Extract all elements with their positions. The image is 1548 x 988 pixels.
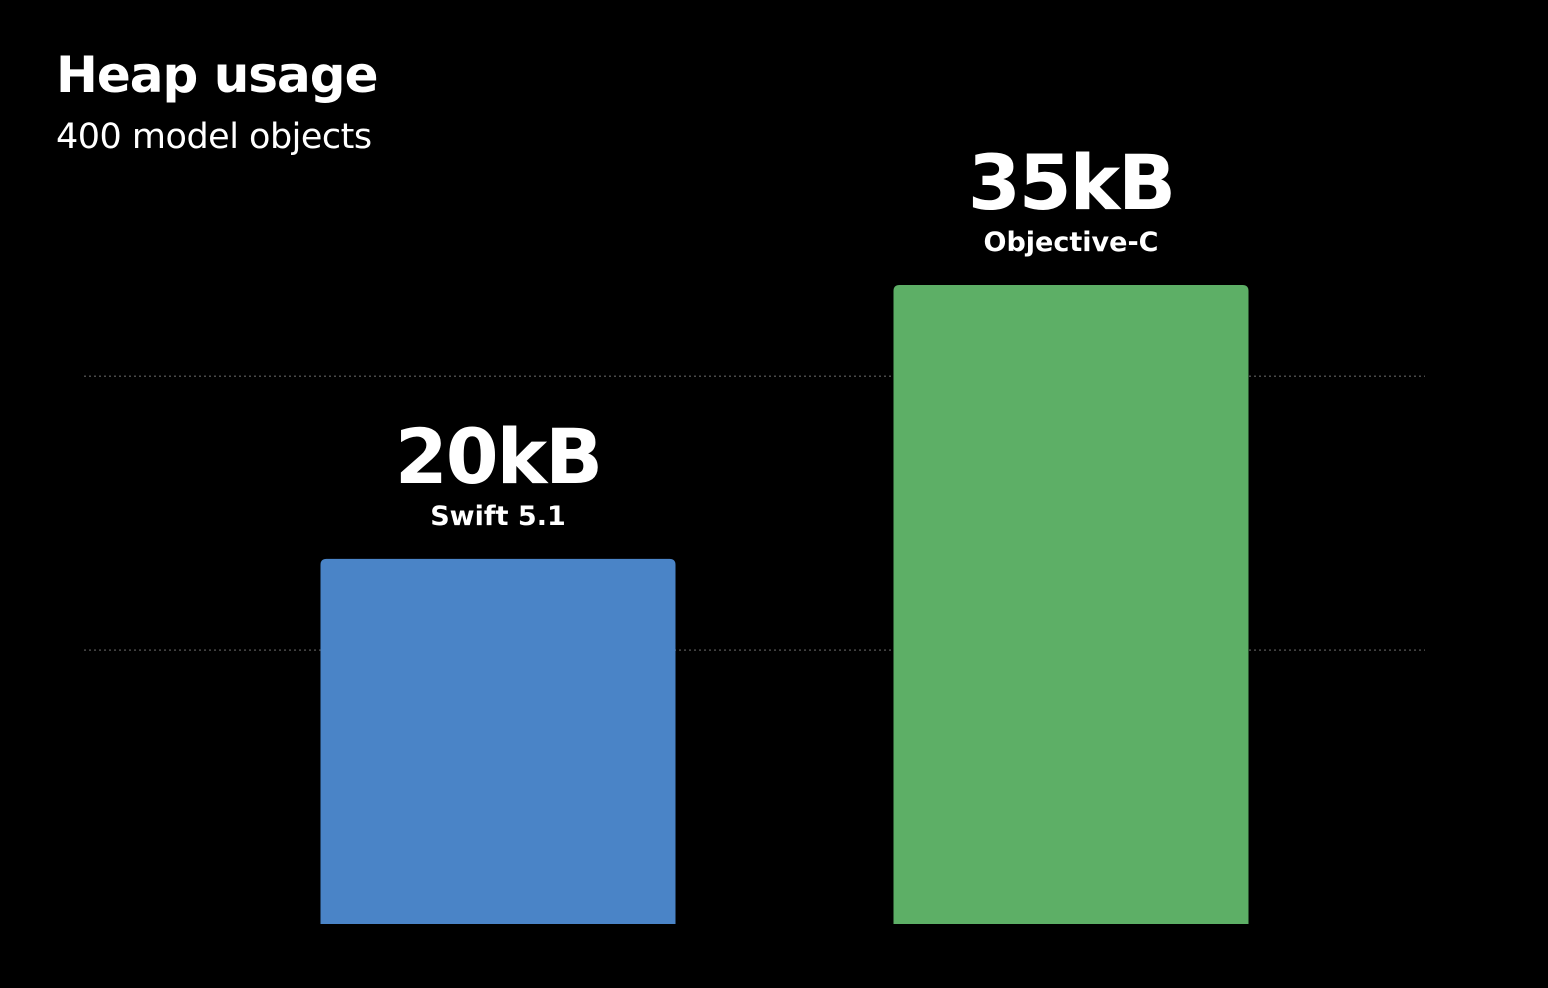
bar-swift-5-1 bbox=[320, 558, 676, 924]
category-label: Swift 5.1 bbox=[430, 501, 566, 532]
chart-title: Heap usage bbox=[56, 46, 378, 104]
bars bbox=[320, 285, 1249, 924]
value-label: 35kB bbox=[968, 138, 1174, 227]
category-label: Objective-C bbox=[984, 227, 1159, 258]
value-label: 20kB bbox=[395, 412, 601, 501]
chart-subtitle: 400 model objects bbox=[56, 117, 372, 157]
bar-objective-c bbox=[893, 285, 1249, 924]
gridlines bbox=[84, 375, 1425, 651]
